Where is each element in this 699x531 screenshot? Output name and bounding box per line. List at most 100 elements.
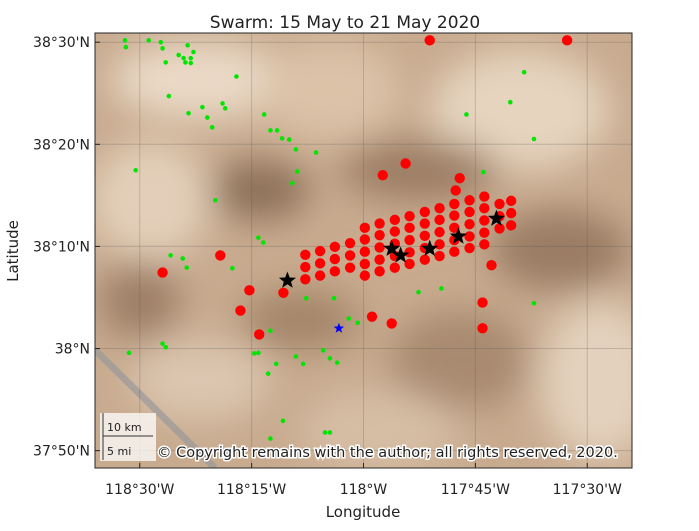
green-point bbox=[327, 430, 333, 435]
red-point bbox=[464, 206, 475, 218]
red-point bbox=[464, 231, 475, 242]
red-point bbox=[389, 214, 401, 226]
star-marker bbox=[278, 271, 296, 288]
star-marker bbox=[383, 239, 401, 256]
red-point bbox=[454, 173, 465, 184]
green-point bbox=[531, 300, 537, 306]
red-point bbox=[419, 218, 431, 229]
green-point bbox=[158, 39, 164, 45]
green-point bbox=[293, 354, 299, 359]
green-point bbox=[268, 436, 273, 441]
red-point bbox=[479, 215, 490, 226]
green-point bbox=[256, 235, 261, 240]
green-point bbox=[256, 350, 261, 356]
red-point bbox=[359, 234, 371, 245]
green-point bbox=[508, 452, 514, 457]
red-point bbox=[449, 246, 460, 257]
red-point bbox=[300, 261, 311, 273]
red-point bbox=[464, 195, 475, 206]
red-point bbox=[477, 323, 488, 334]
marks bbox=[122, 35, 573, 457]
green-point bbox=[185, 42, 190, 48]
red-point bbox=[329, 241, 341, 253]
star-marker bbox=[392, 246, 410, 263]
red-point bbox=[314, 258, 326, 269]
red-point bbox=[464, 242, 475, 254]
red-point bbox=[344, 262, 356, 273]
green-point bbox=[268, 128, 273, 133]
chart-title: Swarm: 15 May to 21 May 2020 bbox=[210, 13, 480, 33]
green-point bbox=[180, 256, 186, 261]
red-point bbox=[404, 222, 415, 234]
red-point bbox=[254, 329, 265, 340]
green-point bbox=[166, 93, 172, 99]
red-point bbox=[215, 250, 226, 261]
red-point bbox=[419, 230, 431, 241]
green-point bbox=[322, 430, 328, 435]
red-point bbox=[329, 266, 341, 277]
red-point bbox=[377, 169, 388, 181]
green-point bbox=[521, 69, 527, 75]
star-marker bbox=[487, 209, 505, 226]
green-point bbox=[334, 360, 340, 365]
x-tick-label: 118°15'W bbox=[217, 482, 286, 498]
green-point bbox=[265, 371, 271, 376]
green-point bbox=[464, 112, 469, 117]
green-point bbox=[439, 286, 444, 291]
green-point bbox=[300, 361, 306, 367]
red-point bbox=[479, 227, 490, 238]
green-point bbox=[331, 295, 337, 301]
red-point bbox=[424, 35, 435, 46]
red-point bbox=[419, 206, 431, 218]
green-point bbox=[188, 60, 194, 66]
red-point bbox=[434, 226, 445, 238]
red-point bbox=[404, 247, 415, 258]
green-point bbox=[294, 169, 300, 174]
green-point bbox=[303, 295, 309, 301]
red-point bbox=[486, 260, 497, 271]
red-point bbox=[434, 250, 445, 262]
x-tick-label: 117°45'W bbox=[441, 482, 510, 498]
green-point bbox=[213, 197, 218, 203]
scale-km: 10 km bbox=[107, 421, 142, 434]
red-point bbox=[344, 237, 356, 249]
terrain bbox=[95, 33, 632, 468]
red-point bbox=[494, 198, 505, 210]
red-point bbox=[374, 229, 385, 241]
green-point bbox=[191, 49, 196, 55]
star-marker bbox=[333, 322, 345, 333]
red-point bbox=[479, 239, 490, 250]
green-point bbox=[230, 265, 235, 271]
green-point bbox=[293, 147, 299, 152]
green-point bbox=[209, 125, 215, 130]
red-point bbox=[561, 35, 573, 46]
red-point bbox=[374, 218, 385, 229]
green-point bbox=[160, 341, 165, 346]
y-tick-label: 38°10'N bbox=[33, 239, 90, 255]
red-point bbox=[344, 250, 356, 261]
red-point bbox=[329, 253, 341, 265]
star-marker bbox=[421, 239, 439, 256]
red-point bbox=[389, 226, 401, 237]
star-marker bbox=[449, 227, 467, 244]
red-point bbox=[505, 220, 517, 231]
red-point bbox=[374, 266, 385, 277]
green-point bbox=[160, 46, 165, 51]
green-point bbox=[481, 169, 486, 175]
green-point bbox=[313, 150, 319, 155]
green-point bbox=[273, 361, 279, 367]
green-point bbox=[181, 55, 186, 61]
red-point bbox=[449, 210, 460, 221]
green-point bbox=[123, 44, 129, 50]
green-point bbox=[122, 38, 128, 43]
red-point bbox=[479, 191, 490, 202]
green-point bbox=[416, 289, 421, 295]
green-point bbox=[507, 99, 513, 105]
grid bbox=[95, 33, 632, 468]
scale-mi: 5 mi bbox=[107, 445, 131, 458]
green-point bbox=[183, 60, 188, 65]
green-point bbox=[200, 104, 205, 110]
green-point bbox=[279, 136, 285, 141]
y-tick-label: 38°30'N bbox=[33, 35, 90, 51]
